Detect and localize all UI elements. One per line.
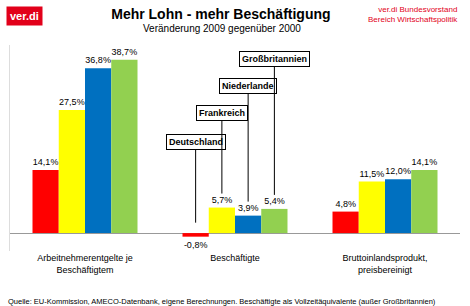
svg-text:Beschäftigte: Beschäftigte xyxy=(210,253,260,263)
svg-text:5,7%: 5,7% xyxy=(212,195,233,205)
svg-text:4,8%: 4,8% xyxy=(335,199,356,209)
svg-text:12,0%: 12,0% xyxy=(385,166,411,176)
svg-text:14,1%: 14,1% xyxy=(412,157,438,167)
svg-text:Veränderung 2009 gegenüber 200: Veränderung 2009 gegenüber 2000 xyxy=(143,23,301,34)
svg-text:36,8%: 36,8% xyxy=(85,55,111,65)
svg-text:Bruttoinlandsprodukt,preisbere: Bruttoinlandsprodukt,preisbereinigt xyxy=(342,253,427,275)
svg-text:27,5%: 27,5% xyxy=(59,97,85,107)
svg-text:-0,8%: -0,8% xyxy=(184,240,208,250)
svg-text:11,5%: 11,5% xyxy=(359,169,384,179)
svg-text:Deutschland: Deutschland xyxy=(169,137,223,147)
svg-text:38,7%: 38,7% xyxy=(112,47,138,57)
svg-text:Quelle: EU-Kommission, AMECO-D: Quelle: EU-Kommission, AMECO-Datenbank, … xyxy=(8,297,436,306)
svg-text:3,9%: 3,9% xyxy=(238,203,259,213)
svg-text:14,1%: 14,1% xyxy=(33,157,59,167)
svg-text:Mehr Lohn - mehr Beschäftigung: Mehr Lohn - mehr Beschäftigung xyxy=(111,6,330,22)
svg-text:Frankreich: Frankreich xyxy=(199,108,245,118)
svg-text:5,4%: 5,4% xyxy=(264,196,285,206)
svg-text:Großbritannien: Großbritannien xyxy=(242,54,307,64)
svg-text:Arbeitnehmerentgelte jeBeschäf: Arbeitnehmerentgelte jeBeschäftigtem xyxy=(37,253,133,275)
svg-text:ver.di: ver.di xyxy=(10,10,39,22)
svg-text:ver.di BundesvorstandBereich W: ver.di BundesvorstandBereich Wirtschafts… xyxy=(368,5,458,24)
svg-text:Niederlande: Niederlande xyxy=(222,81,274,91)
